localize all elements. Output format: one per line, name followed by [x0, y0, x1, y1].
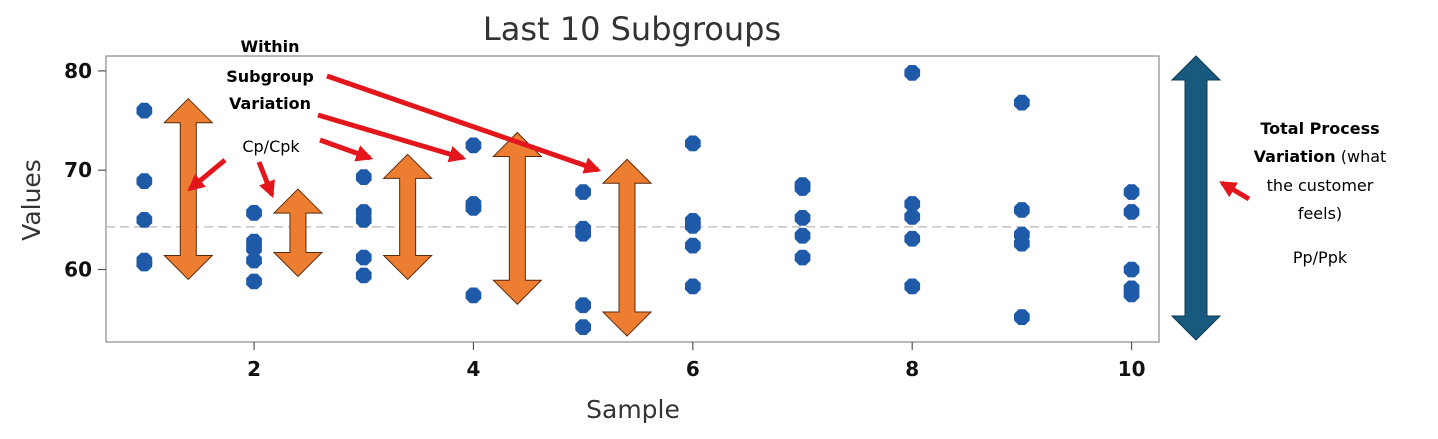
total-label-bold: Variation	[1254, 147, 1336, 166]
within-range-arrow	[601, 158, 653, 337]
pointer-arrow	[317, 112, 467, 163]
data-point	[1014, 202, 1030, 218]
data-point	[685, 278, 701, 295]
within-range-arrow	[492, 131, 543, 305]
within-label-line-2: Subgroup	[226, 67, 314, 86]
data-point	[794, 227, 811, 244]
within-range-arrow	[382, 153, 433, 281]
x-tick-label: 10	[1118, 357, 1146, 381]
pointer-arrow	[187, 158, 227, 192]
data-point	[575, 319, 591, 335]
cp-cpk-label: Cp/Cpk	[242, 137, 300, 156]
pointer-arrow	[326, 73, 602, 174]
data-point	[246, 273, 262, 290]
data-point	[904, 278, 921, 295]
total-range-arrow	[1170, 55, 1222, 341]
data-point	[246, 252, 262, 269]
data-point	[1123, 184, 1140, 200]
data-point	[355, 249, 372, 266]
data-point	[136, 173, 153, 189]
data-point	[136, 102, 153, 119]
pointer-arrow	[319, 137, 374, 162]
data-point	[794, 210, 811, 226]
within-label-line-1: Within	[240, 37, 299, 56]
data-point	[1014, 94, 1030, 111]
data-point	[1014, 235, 1030, 252]
y-tick-label: 70	[64, 158, 92, 182]
y-tick-label: 80	[64, 59, 92, 83]
data-point	[465, 287, 482, 304]
x-tick-label: 8	[905, 357, 919, 381]
data-point	[355, 169, 372, 185]
plot-frame	[105, 55, 1160, 343]
data-point	[1123, 204, 1140, 220]
data-point	[904, 230, 921, 247]
data-point	[575, 225, 591, 242]
within-label-line-3: Variation	[229, 94, 311, 113]
within-pointers	[187, 73, 602, 199]
data-point	[794, 249, 811, 266]
pp-ppk-label: Pp/Ppk	[1293, 248, 1348, 267]
y-axis-label: Values	[17, 159, 46, 241]
total-label-line-2: Variation (what	[1254, 147, 1387, 166]
x-tick-label: 6	[686, 357, 700, 381]
data-point	[355, 267, 372, 284]
total-pointer-arrow	[1219, 180, 1251, 202]
within-range-arrow	[272, 188, 324, 278]
data-point	[355, 212, 372, 228]
data-point	[575, 297, 591, 314]
chart-title: Last 10 Subgroups	[483, 10, 781, 48]
total-variation-arrow	[1170, 55, 1222, 341]
y-tick-label: 60	[64, 258, 92, 282]
data-point	[575, 184, 591, 200]
data-point	[685, 135, 701, 152]
data-point	[465, 137, 482, 154]
data-point	[136, 212, 153, 228]
data-point	[246, 240, 262, 257]
data-point	[465, 200, 482, 216]
data-point	[1123, 286, 1140, 303]
data-point	[685, 237, 701, 254]
data-point	[904, 209, 921, 225]
data-point	[794, 180, 811, 196]
y-axis: 60 70 80	[64, 59, 106, 282]
x-tick-label: 4	[466, 357, 480, 381]
data-point	[1123, 261, 1140, 278]
total-label-rest: (what	[1336, 147, 1387, 166]
within-range-arrow	[163, 97, 214, 281]
data-points	[136, 65, 1140, 335]
total-label-line-3: the customer	[1267, 176, 1374, 195]
x-axis: 2 4 6 8 10	[247, 342, 1146, 381]
data-point	[136, 255, 153, 272]
pointer-arrow	[256, 161, 275, 199]
data-point	[246, 205, 262, 221]
x-tick-label: 2	[247, 357, 261, 381]
data-point	[1014, 309, 1030, 325]
total-label-line-4: feels)	[1298, 204, 1342, 223]
data-point	[904, 65, 921, 81]
data-point	[904, 196, 921, 212]
total-label-line-1: Total Process	[1260, 119, 1379, 138]
data-point	[685, 218, 701, 234]
x-axis-label: Sample	[586, 395, 680, 424]
